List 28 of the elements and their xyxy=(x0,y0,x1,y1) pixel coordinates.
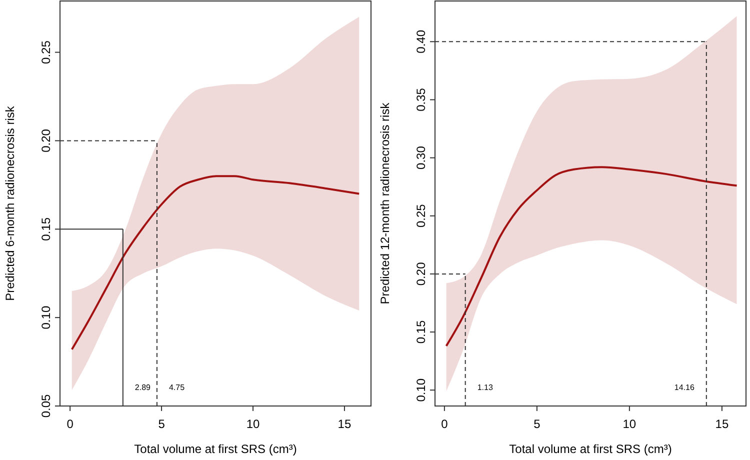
y-tick-label: 0.40 xyxy=(414,30,428,54)
y-tick-label: 0.20 xyxy=(39,128,53,152)
x-axis-title: Total volume at first SRS (cm³) xyxy=(509,442,672,456)
y-tick-label: 0.05 xyxy=(39,394,53,418)
y-tick-label: 0.10 xyxy=(39,306,53,330)
x-tick-label: 5 xyxy=(158,417,166,431)
ref-line-label: 1.13 xyxy=(477,383,494,392)
y-axis-title: Predicted 6-month radionecrosis risk xyxy=(3,105,17,301)
y-tick-label: 0.20 xyxy=(414,262,428,286)
x-tick-label: 5 xyxy=(534,417,541,431)
ref-line-label: 2.89 xyxy=(134,383,152,392)
y-tick-label: 0.25 xyxy=(39,40,53,64)
y-tick-label: 0.15 xyxy=(39,217,53,241)
ref-line-label: 14.16 xyxy=(674,383,695,392)
x-tick-label: 15 xyxy=(715,417,729,431)
x-axis-title: Total volume at first SRS (cm³) xyxy=(134,442,297,456)
x-tick-label: 15 xyxy=(338,417,352,431)
x-tick-label: 0 xyxy=(66,417,74,431)
y-axis-title: Predicted 12-month radionecrosis risk xyxy=(378,102,392,304)
ref-line-label: 4.75 xyxy=(168,383,186,392)
x-tick-label: 10 xyxy=(246,417,260,431)
y-tick-label: 0.15 xyxy=(414,320,428,344)
y-tick-label: 0.25 xyxy=(414,204,428,228)
x-tick-label: 0 xyxy=(441,417,448,431)
x-tick-label: 10 xyxy=(622,417,636,431)
y-tick-label: 0.35 xyxy=(414,88,428,112)
y-tick-label: 0.10 xyxy=(414,378,428,402)
y-tick-label: 0.30 xyxy=(414,146,428,170)
